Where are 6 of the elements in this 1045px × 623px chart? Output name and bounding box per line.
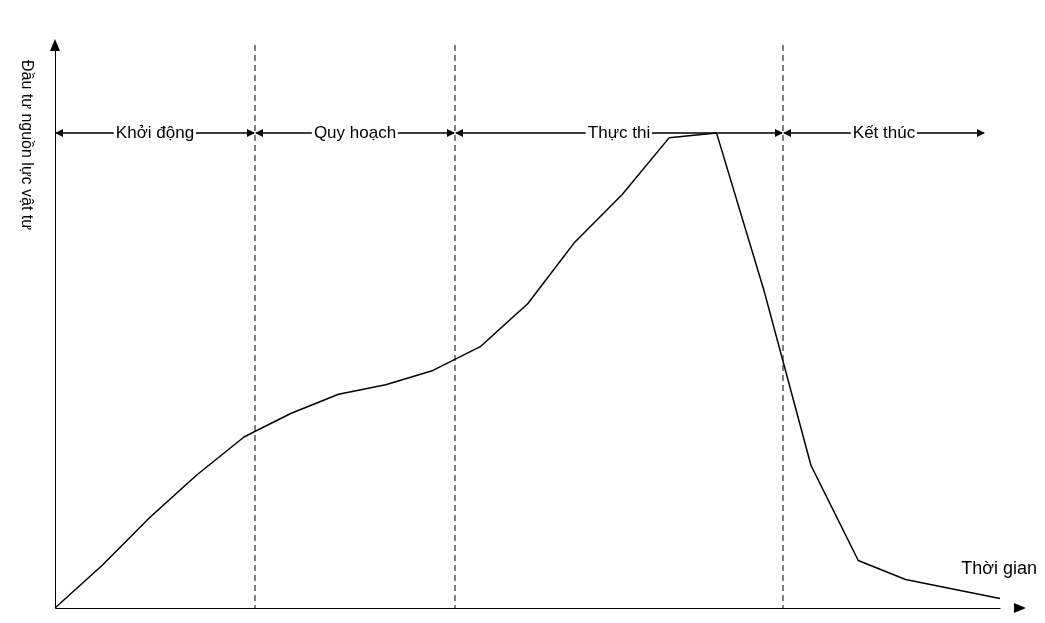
annotation: Khởi động	[113, 123, 197, 143]
y-axis-title: Đầu tư nguồn lực vật tư	[18, 60, 36, 230]
annotation: Quy hoạch	[311, 123, 399, 143]
x-axis-title: Thời gian	[961, 558, 1037, 579]
annotation: Kết thúc	[850, 123, 918, 143]
annotation: Thực thi	[585, 123, 653, 143]
